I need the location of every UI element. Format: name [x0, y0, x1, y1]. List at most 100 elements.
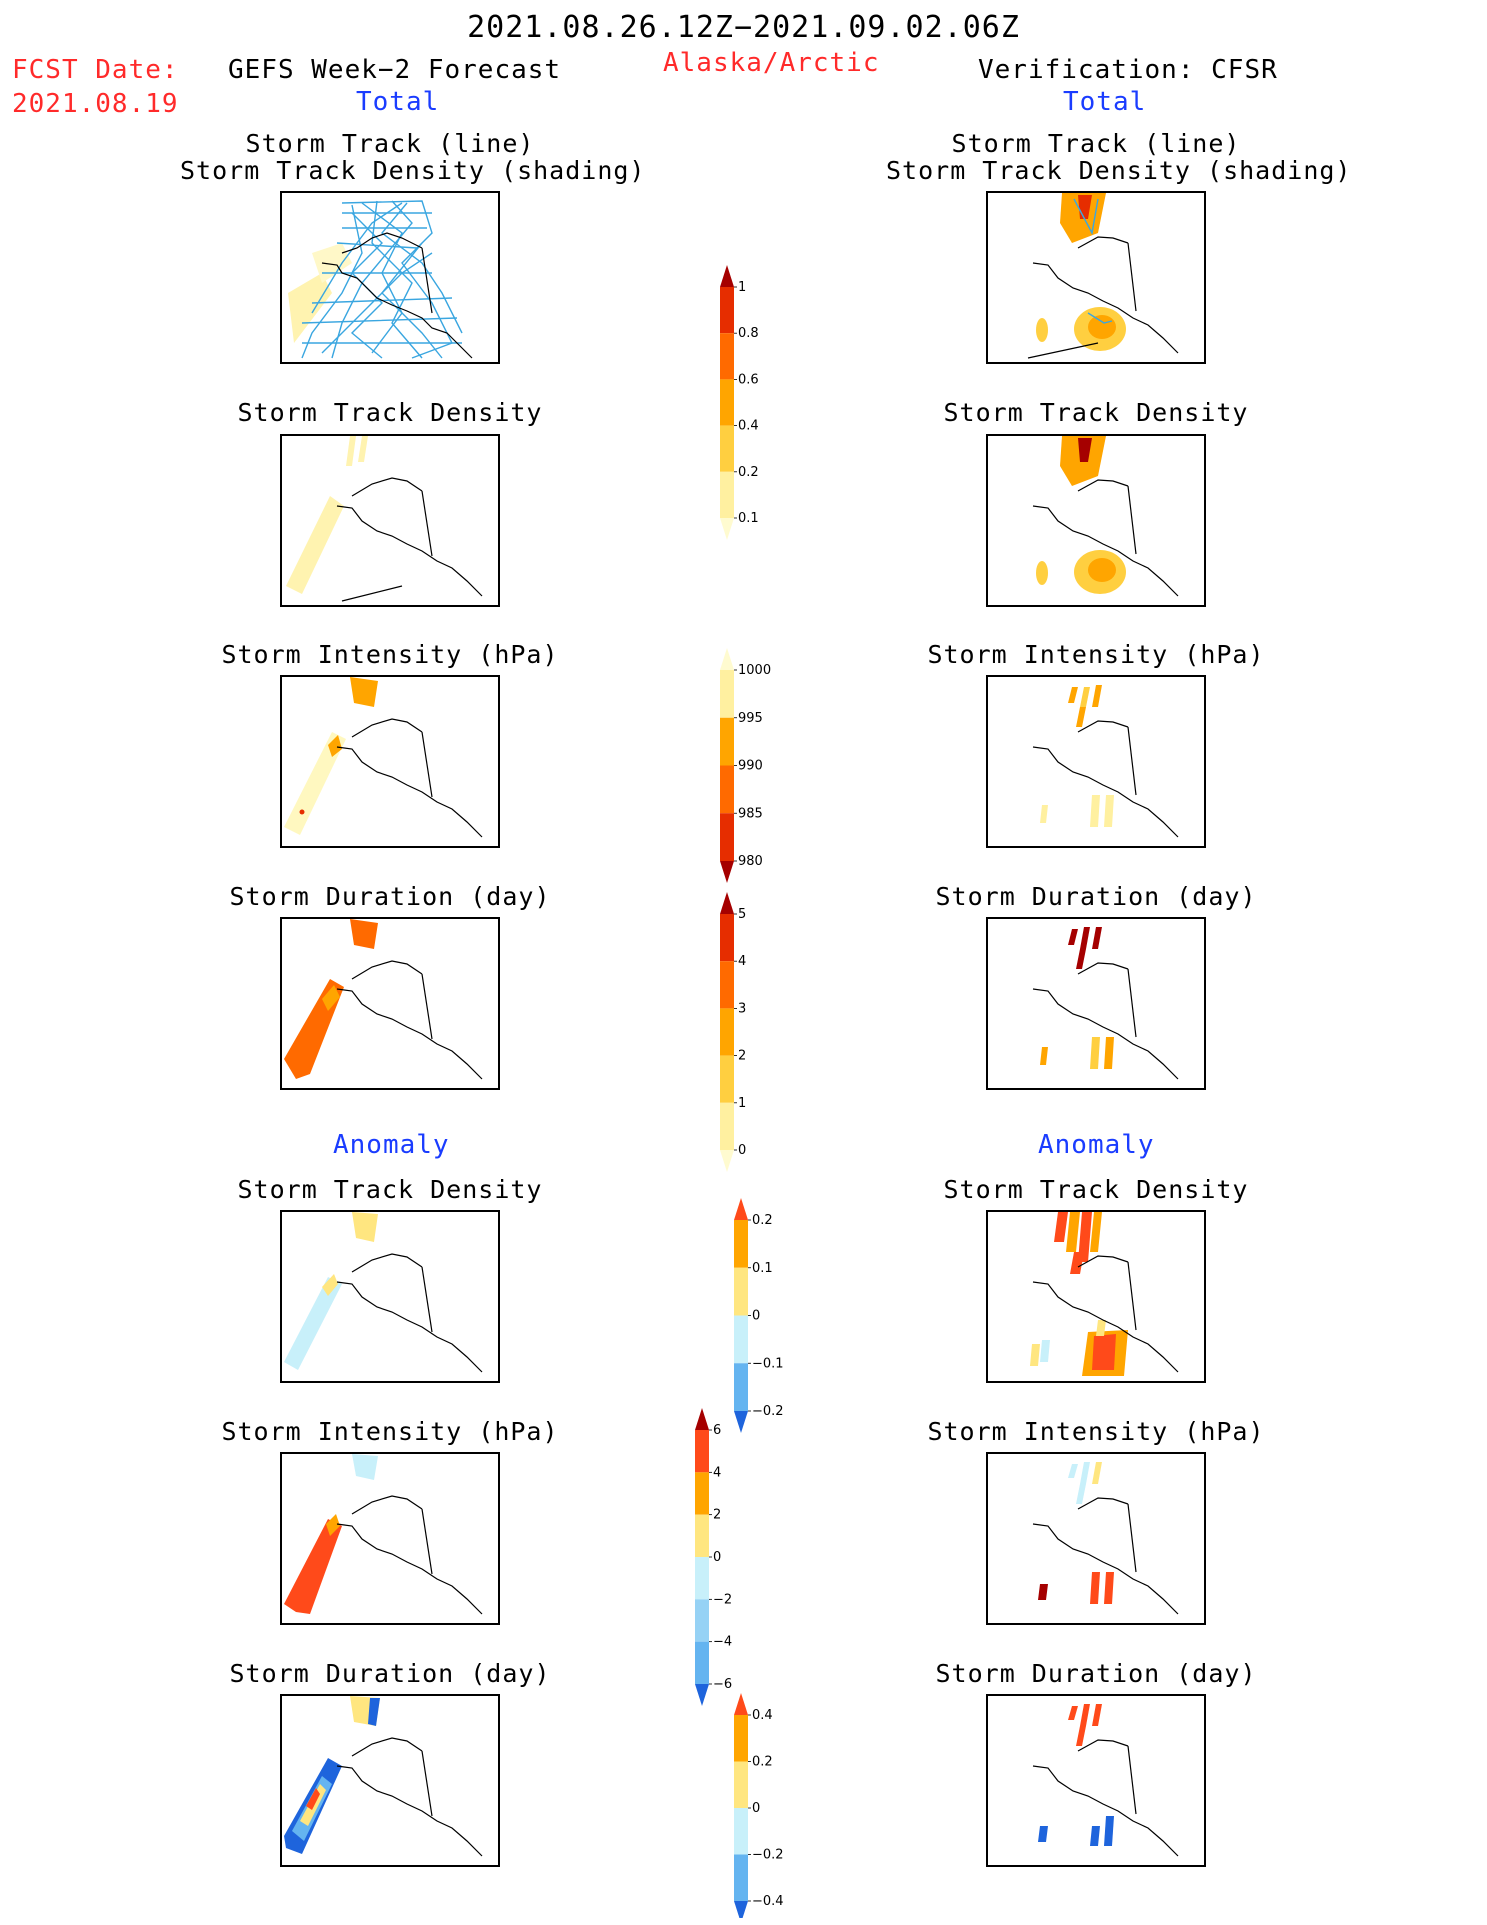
colorbar-tick-label: 2	[738, 1049, 746, 1064]
colorbar-segment	[695, 1599, 709, 1642]
anomaly-shading	[1090, 1826, 1100, 1846]
colorbar-tick-label: −0.2	[752, 1848, 784, 1863]
anomaly-shading	[1080, 1704, 1090, 1726]
colorbar-tick-label: 990	[738, 759, 763, 774]
colorbar-arrow-top	[720, 892, 734, 914]
anomaly-shading	[352, 1212, 378, 1242]
colorbar-tick-label: 995	[738, 711, 763, 726]
map-left-duration	[280, 917, 500, 1090]
caption-left-anom-intensity: Storm Intensity (hPa)	[221, 1417, 559, 1446]
anomaly-shading	[1076, 1726, 1086, 1746]
anomaly-shading	[1066, 1212, 1080, 1252]
fcst-date-value: 2021.08.19	[12, 89, 179, 119]
coastline	[336, 718, 483, 838]
map-right-track	[986, 191, 1206, 364]
colorbar-tick-label: −0.1	[752, 1356, 784, 1371]
caption-right-anom-duration: Storm Duration (day)	[935, 1659, 1257, 1688]
colorbar-tick-label: 0	[752, 1801, 760, 1816]
left-anomaly-label: Anomaly	[333, 1130, 450, 1160]
forecast-period-title: 2021.08.26.12Z−2021.09.02.06Z	[467, 10, 1020, 45]
anomaly-shading	[1054, 1212, 1068, 1242]
caption-right-duration: Storm Duration (day)	[935, 882, 1257, 911]
colorbar-arrow-bottom	[695, 1684, 709, 1706]
colorbar-tick-label: −6	[713, 1677, 732, 1692]
right-column-title: Verification: CFSR	[978, 55, 1278, 85]
colorbar-segment	[720, 425, 734, 472]
intensity-shading	[1104, 795, 1114, 827]
anomaly-shading	[1104, 1572, 1114, 1604]
anomaly-shading	[1092, 1704, 1102, 1726]
colorbar-intensity: 1000 995 990 985 980	[720, 648, 771, 883]
region-label: Alaska/Arctic	[663, 48, 880, 78]
anomaly-shading	[1068, 1706, 1078, 1720]
colorbar-arrow-bottom	[720, 1150, 734, 1172]
duration-shading	[350, 919, 378, 949]
map-right-density	[986, 434, 1206, 607]
colorbar-tick-label: 0.1	[752, 1261, 773, 1276]
map-right-intensity	[986, 675, 1206, 848]
colorbar-tick-label: 1000	[738, 663, 771, 678]
anomaly-shading	[1030, 1344, 1040, 1366]
intensity-shading	[328, 735, 342, 757]
colorbar-duration: 5 4 3 2 1 0	[720, 892, 746, 1172]
caption-left-density: Storm Track Density	[237, 398, 543, 427]
map-left-anom-intensity	[280, 1452, 500, 1625]
anomaly-shading	[368, 1698, 380, 1726]
colorbar-segment	[720, 471, 734, 518]
duration-shading	[1040, 1047, 1048, 1065]
colorbar-segment	[695, 1430, 709, 1473]
density-shading	[358, 436, 368, 462]
anomaly-shading	[1090, 1572, 1100, 1604]
intensity-shading	[1090, 795, 1100, 827]
colorbar-arrow-top	[734, 1198, 748, 1220]
anomaly-shading	[1038, 1584, 1048, 1600]
coastline	[1032, 962, 1179, 1080]
map-right-duration	[986, 917, 1206, 1090]
density-shading	[1088, 558, 1116, 582]
anomaly-shading	[306, 1788, 320, 1810]
coastline	[1032, 1497, 1179, 1615]
colorbar-tick-label: −4	[713, 1635, 732, 1650]
colorbar-tick-label: −0.4	[752, 1894, 784, 1909]
density-shading	[1036, 561, 1048, 585]
colorbar-tick-label: 1	[738, 1096, 746, 1111]
colorbar-tick-label: 5	[738, 907, 746, 922]
colorbar-segment	[734, 1715, 748, 1762]
coastline	[1032, 479, 1179, 597]
colorbar-tick-label: 6	[713, 1423, 721, 1438]
caption-right-anom-intensity: Storm Intensity (hPa)	[927, 1417, 1265, 1446]
coastline	[336, 1253, 483, 1373]
anomaly-shading	[284, 1277, 342, 1370]
anomaly-shading	[1080, 1462, 1090, 1484]
duration-shading	[1104, 1037, 1114, 1069]
colorbar-segment	[734, 1220, 748, 1268]
anomaly-shading	[1038, 1826, 1048, 1842]
colorbar-segment	[734, 1808, 748, 1855]
caption-right-intensity: Storm Intensity (hPa)	[927, 640, 1265, 669]
map-left-anom-density	[280, 1210, 500, 1383]
colorbar-tick-label: 0.2	[752, 1213, 773, 1228]
left-column-title: GEFS Week−2 Forecast	[228, 55, 562, 85]
map-left-anom-duration	[280, 1694, 500, 1867]
intensity-shading	[350, 677, 378, 707]
colorbar-tick-label: 1	[738, 280, 746, 295]
colorbar-tick-label: 985	[738, 806, 763, 821]
density-shading	[286, 496, 344, 594]
right-total-label: Total	[1063, 87, 1147, 117]
anomaly-shading	[1096, 1320, 1106, 1336]
colorbar-arrow-top	[734, 1693, 748, 1715]
intensity-shading	[284, 732, 346, 835]
coastline	[336, 1737, 483, 1857]
anomaly-shading	[1068, 1464, 1078, 1478]
coastline	[321, 232, 473, 359]
coastline	[336, 1495, 483, 1615]
colorbar-anomaly-density: 0.2 0.1 0 −0.1 −0.2	[734, 1198, 784, 1433]
map-left-track	[280, 191, 500, 364]
colorbar-segment	[720, 333, 734, 380]
colorbar-segment	[720, 670, 734, 718]
caption-line-1: Storm Track (line)	[951, 129, 1241, 158]
coastline	[336, 477, 483, 602]
colorbar-tick-label: 0.1	[738, 511, 759, 526]
colorbar-arrow-top	[720, 265, 734, 287]
duration-shading	[1090, 1037, 1100, 1069]
